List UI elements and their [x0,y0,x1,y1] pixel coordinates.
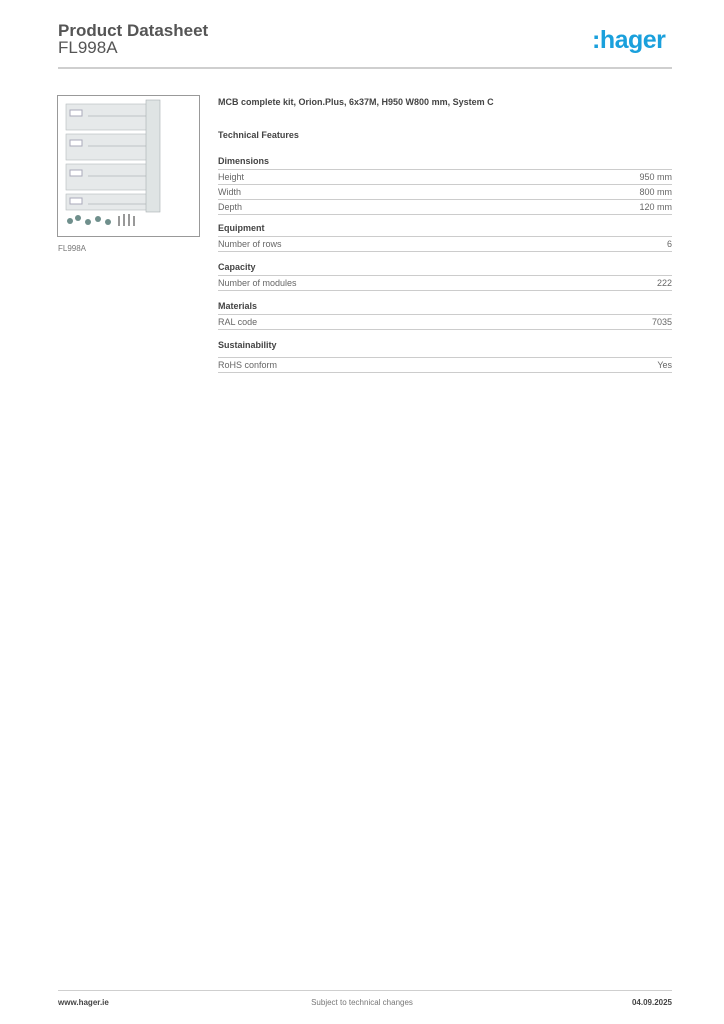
spec-row: Number of modules 222 [218,276,672,291]
footer-date: 04.09.2025 [631,998,672,1007]
spec-label: Number of rows [218,239,282,249]
product-description: MCB complete kit, Orion.Plus, 6x37M, H95… [218,97,494,107]
section-title: Capacity [218,261,672,276]
spec-row: RAL code 7035 [218,315,672,330]
section-title: Equipment [218,222,672,237]
spec-value: 950 mm [639,172,672,182]
product-code: FL998A [58,38,118,57]
section-sustainability: Sustainability RoHS conform Yes [218,339,672,373]
product-image-drawing [65,99,161,226]
spec-value: 120 mm [639,202,672,212]
spec-value: 222 [656,278,672,288]
section-capacity: Capacity Number of modules 222 [218,261,672,291]
section-equipment: Equipment Number of rows 6 [218,222,672,252]
spec-value: 6 [666,239,672,249]
section-title: Sustainability [218,339,672,358]
spec-row: Depth 120 mm [218,200,672,215]
spec-label: RAL code [218,317,258,327]
spec-row: Number of rows 6 [218,237,672,252]
section-dimensions: Dimensions Height 950 mm Width 800 mm Dept… [218,155,672,215]
product-image [57,95,200,237]
footer-divider [58,990,672,991]
page-title: Product Datasheet [58,21,209,40]
header-divider [58,67,672,69]
spec-row: Width 800 mm [218,185,672,200]
footer-website[interactable]: www.hager.ie [58,998,109,1007]
section-title: Dimensions [218,155,672,170]
section-title: Materials [218,300,672,315]
spec-label: Depth [218,202,243,212]
technical-features-heading: Technical Features [218,130,299,140]
spec-label: Height [218,172,245,182]
spec-label: Number of modules [218,278,297,288]
image-caption: FL998A [58,244,87,253]
spec-label: Width [218,187,242,197]
spec-value: 800 mm [639,187,672,197]
footer-notice: Subject to technical changes [311,998,413,1007]
spec-label: RoHS conform [218,360,278,370]
spec-row: Height 950 mm [218,170,672,185]
hager-logo: :hager [592,26,666,54]
spec-row: RoHS conform Yes [218,358,672,373]
spec-value: 7035 [651,317,672,327]
section-materials: Materials RAL code 7035 [218,300,672,330]
spec-value: Yes [657,360,672,370]
